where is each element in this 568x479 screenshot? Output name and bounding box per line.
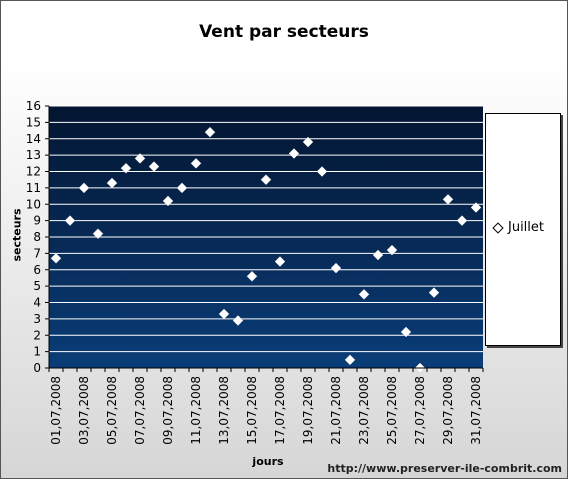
x-axis-ticks: 01,07,2008 03,07,2008 05,07,2008 07,07,2008… bbox=[48, 368, 484, 445]
data-point bbox=[106, 177, 118, 189]
gridlines bbox=[49, 105, 483, 353]
y-tick-label: 1 bbox=[33, 345, 41, 359]
data-point bbox=[316, 166, 328, 177]
data-point bbox=[274, 256, 286, 267]
y-tick-label: 13 bbox=[26, 148, 41, 162]
y-tick-label: 15 bbox=[26, 115, 41, 129]
data-point bbox=[358, 288, 370, 300]
x-tick-label: 11,07,2008 bbox=[189, 376, 203, 445]
data-point bbox=[204, 126, 216, 138]
data-point bbox=[372, 249, 384, 261]
y-tick-label: 16 bbox=[26, 99, 41, 113]
data-point bbox=[92, 228, 104, 240]
data-point bbox=[190, 157, 202, 169]
data-point bbox=[456, 215, 468, 226]
x-tick-label: 05,07,2008 bbox=[105, 376, 119, 445]
x-tick-label: 07,07,2008 bbox=[133, 376, 147, 445]
x-axis-label: jours bbox=[252, 455, 284, 468]
data-point bbox=[288, 148, 300, 159]
y-tick-label: 11 bbox=[26, 181, 41, 195]
x-tick-label: 25,07,2008 bbox=[385, 376, 399, 445]
y-tick-label: 8 bbox=[33, 230, 41, 244]
x-tick-label: 19,07,2008 bbox=[301, 376, 315, 445]
data-point bbox=[78, 182, 90, 194]
x-tick-label: 03,07,2008 bbox=[77, 376, 91, 445]
x-tick-label: 13,07,2008 bbox=[217, 376, 231, 445]
y-axis-label: secteurs bbox=[10, 208, 24, 262]
data-points bbox=[50, 126, 482, 374]
x-tick-label: 31,07,2008 bbox=[469, 376, 483, 445]
x-tick-label: 29,07,2008 bbox=[441, 376, 455, 445]
data-point bbox=[134, 153, 146, 164]
data-point bbox=[64, 215, 76, 226]
data-point bbox=[218, 308, 230, 320]
data-point bbox=[232, 315, 244, 326]
y-tick-label: 2 bbox=[33, 328, 41, 342]
data-point bbox=[344, 354, 356, 366]
data-point bbox=[330, 262, 342, 274]
x-tick-label: 27,07,2008 bbox=[413, 376, 427, 445]
x-tick-label: 17,07,2008 bbox=[273, 376, 287, 445]
data-point bbox=[246, 270, 258, 282]
y-tick-label: 9 bbox=[33, 214, 41, 228]
data-point bbox=[302, 136, 314, 148]
y-tick-label: 7 bbox=[33, 246, 41, 260]
data-point bbox=[260, 174, 272, 186]
data-point bbox=[176, 182, 188, 194]
diamond-marker-icon bbox=[492, 221, 504, 234]
legend-label: Juillet bbox=[508, 220, 545, 235]
data-point bbox=[400, 326, 412, 338]
watermark: http://www.preserver-ile-combrit.com bbox=[327, 462, 562, 475]
data-point bbox=[162, 195, 174, 207]
data-point bbox=[442, 193, 454, 205]
y-tick-label: 12 bbox=[26, 165, 41, 179]
y-tick-label: 0 bbox=[33, 361, 41, 375]
y-tick-label: 10 bbox=[26, 197, 41, 211]
data-point bbox=[50, 252, 62, 264]
legend-entry-juillet: Juillet bbox=[492, 220, 545, 235]
data-point bbox=[148, 161, 160, 172]
data-point bbox=[120, 162, 132, 174]
x-tick-label: 09,07,2008 bbox=[161, 376, 175, 445]
x-tick-label: 15,07,2008 bbox=[245, 376, 259, 445]
y-tick-label: 4 bbox=[33, 296, 41, 310]
y-tick-label: 5 bbox=[33, 279, 41, 293]
y-tick-label: 6 bbox=[33, 263, 41, 277]
legend: Juillet bbox=[485, 113, 561, 346]
data-point bbox=[428, 287, 440, 299]
y-tick-label: 14 bbox=[26, 132, 41, 146]
y-tick-label: 3 bbox=[33, 312, 41, 326]
x-tick-label: 23,07,2008 bbox=[357, 376, 371, 445]
chart-title: Vent par secteurs bbox=[199, 22, 369, 42]
data-point bbox=[470, 202, 482, 213]
data-point bbox=[386, 244, 398, 256]
x-tick-label: 21,07,2008 bbox=[329, 376, 343, 445]
x-tick-label: 01,07,2008 bbox=[49, 376, 63, 445]
